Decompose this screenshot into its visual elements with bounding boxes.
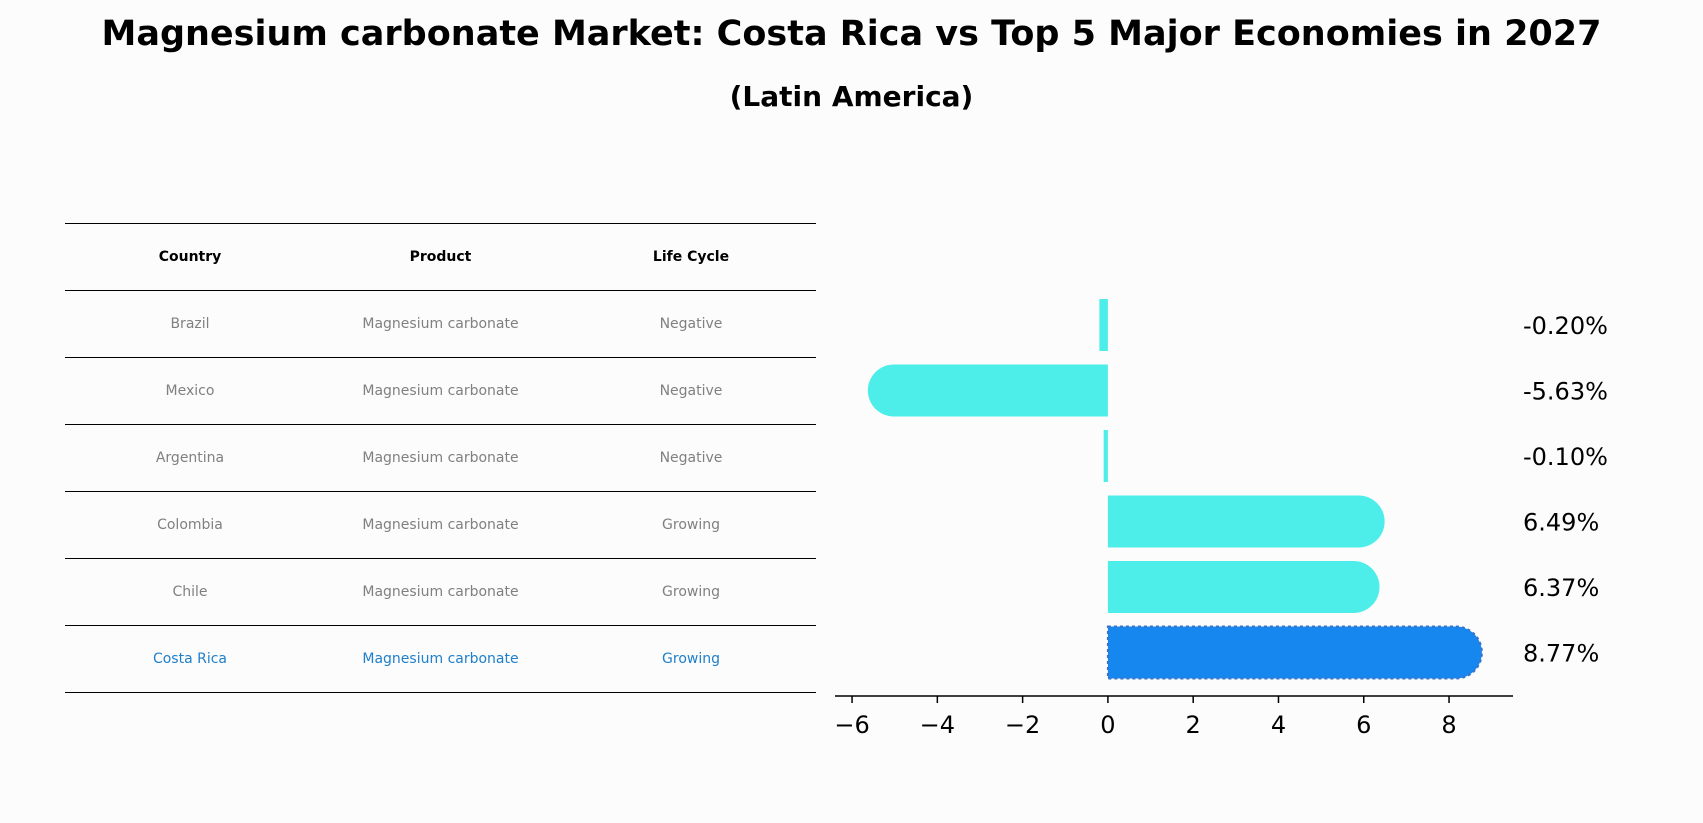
life-cycle-cell: Negative — [659, 316, 723, 332]
table-row: Argentina Magnesium carbonate Negative — [65, 424, 816, 491]
value-label: -0.20% — [1523, 312, 1608, 340]
x-tick-label: −2 — [1005, 711, 1040, 739]
table-row: Brazil Magnesium carbonate Negative — [65, 290, 816, 357]
product-cell: Magnesium carbonate — [362, 316, 519, 332]
value-label: -0.10% — [1523, 443, 1608, 471]
life-cycle-cell: Growing — [662, 517, 720, 533]
bar-argentina — [1103, 430, 1108, 482]
product-cell: Magnesium carbonate — [362, 517, 519, 533]
x-tick-label: 4 — [1271, 711, 1286, 739]
header-product: Product — [409, 249, 472, 265]
x-tick-label: 8 — [1441, 711, 1456, 739]
chart-title: Magnesium carbonate Market: Costa Rica v… — [101, 14, 1602, 54]
country-cell: Mexico — [165, 383, 215, 399]
bar-costa-rica — [1106, 625, 1483, 680]
bar-brazil — [1099, 299, 1108, 351]
country-cell: Brazil — [170, 316, 210, 332]
product-cell: Magnesium carbonate — [362, 450, 519, 466]
x-tick-label: −6 — [834, 711, 869, 739]
value-label: 6.49% — [1523, 509, 1599, 537]
value-label: 6.37% — [1523, 574, 1599, 602]
country-cell: Colombia — [157, 517, 223, 533]
country-table: Country Product Life Cycle Brazil Magnes… — [65, 223, 816, 693]
life-cycle-cell: Growing — [662, 584, 720, 600]
x-tick-label: 0 — [1100, 711, 1115, 739]
bar-chile — [1107, 561, 1380, 613]
product-cell: Magnesium carbonate — [362, 651, 519, 667]
header-life-cycle: Life Cycle — [652, 249, 730, 265]
life-cycle-cell: Negative — [659, 383, 723, 399]
table-row: Chile Magnesium carbonate Growing — [65, 558, 816, 625]
product-cell: Magnesium carbonate — [362, 383, 519, 399]
chart-subtitle: (Latin America) — [729, 80, 974, 113]
life-cycle-cell: Negative — [659, 450, 723, 466]
life-cycle-cell: Growing — [662, 651, 720, 667]
x-tick-label: 6 — [1356, 711, 1371, 739]
x-tick-label: −4 — [920, 711, 955, 739]
country-cell: Argentina — [155, 450, 225, 466]
table-row: Colombia Magnesium carbonate Growing — [65, 491, 816, 558]
value-label: 8.77% — [1523, 640, 1599, 668]
table-header-row: Country Product Life Cycle — [65, 223, 816, 290]
table-row-highlight: Costa Rica Magnesium carbonate Growing — [65, 625, 816, 693]
header-country: Country — [158, 249, 222, 265]
country-cell: Chile — [172, 584, 208, 600]
country-cell: Costa Rica — [152, 651, 228, 667]
x-tick-label: 2 — [1186, 711, 1201, 739]
product-cell: Magnesium carbonate — [362, 584, 519, 600]
value-label: -5.63% — [1523, 378, 1608, 406]
bar-mexico — [867, 364, 1108, 417]
bar-colombia — [1107, 495, 1385, 548]
table-row: Mexico Magnesium carbonate Negative — [65, 357, 816, 424]
